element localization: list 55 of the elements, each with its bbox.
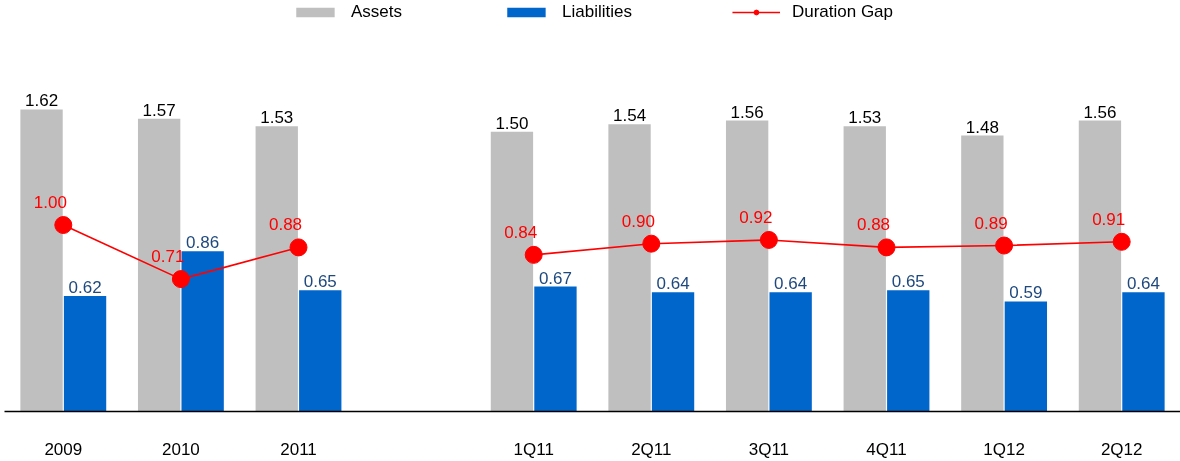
bar — [1004, 301, 1048, 412]
data-label: 0.89 — [974, 213, 1008, 233]
point — [642, 234, 661, 253]
point — [759, 230, 778, 249]
x-tick-label: 3Q11 — [748, 439, 790, 459]
data-label: 0.86 — [186, 233, 220, 253]
data-label: 0.64 — [774, 274, 808, 294]
bar — [887, 290, 930, 412]
data-label: 0.88 — [268, 215, 303, 235]
point — [995, 236, 1014, 255]
data-label: 1.53 — [260, 108, 294, 128]
legend-label: Duration Gap — [791, 2, 894, 22]
x-tick-label: 1Q12 — [983, 439, 1025, 459]
data-label: 1.50 — [495, 113, 529, 133]
data-label: 1.62 — [25, 91, 59, 111]
data-label: 1.54 — [613, 106, 647, 126]
data-label: 0.92 — [739, 207, 773, 227]
data-label: 1.56 — [730, 102, 764, 122]
data-label: 0.59 — [1009, 283, 1043, 303]
data-label: 0.84 — [504, 222, 538, 242]
x-tick-label: 2Q12 — [1100, 439, 1143, 459]
bar — [1122, 292, 1165, 412]
data-label: 0.62 — [68, 277, 102, 297]
point — [524, 245, 543, 264]
data-label: 1.57 — [142, 100, 176, 120]
bar — [299, 290, 342, 412]
data-label: 0.64 — [656, 274, 690, 294]
point — [1112, 232, 1131, 251]
point — [171, 270, 190, 289]
point — [289, 238, 308, 257]
x-tick-label: 2009 — [44, 439, 83, 459]
bar — [534, 286, 577, 412]
legend-label: Liabilities — [561, 2, 632, 22]
x-tick-label: 2011 — [280, 439, 317, 459]
data-label: 0.91 — [1092, 209, 1126, 229]
bar — [769, 292, 812, 412]
point — [54, 216, 73, 235]
legend-label: Assets — [350, 2, 402, 22]
x-tick-label: 2010 — [161, 439, 200, 459]
x-tick-label: 1Q11 — [513, 439, 554, 459]
data-label: 0.65 — [891, 272, 925, 292]
data-label: 1.53 — [848, 108, 882, 128]
data-label: 1.48 — [965, 117, 999, 137]
bar — [651, 292, 695, 412]
point — [877, 238, 896, 257]
data-label: 1.00 — [33, 193, 67, 213]
data-label: 0.64 — [1126, 274, 1161, 294]
x-tick-label: 4Q11 — [866, 439, 907, 459]
data-label: 1.56 — [1083, 102, 1117, 122]
data-label: 0.65 — [303, 272, 337, 292]
data-label: 0.90 — [621, 211, 655, 231]
x-tick-label: 2Q11 — [631, 439, 672, 459]
data-label: 0.88 — [856, 215, 891, 235]
data-label: 0.67 — [538, 268, 573, 288]
bar — [63, 295, 107, 412]
